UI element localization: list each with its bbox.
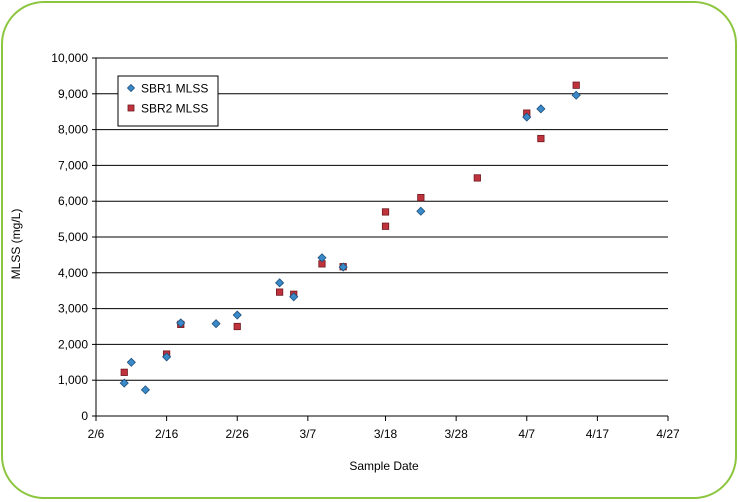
legend-sbr1-label: SBR1 MLSS (141, 82, 208, 96)
x-tick-label: 4/7 (518, 427, 535, 441)
sbr1-data-point (119, 378, 129, 388)
sbr1-data-point (275, 278, 285, 288)
y-tick-label: 1,000 (58, 373, 88, 387)
x-tick-label: 2/6 (88, 427, 105, 441)
sbr2-data-point (537, 134, 545, 143)
y-tick-label: 2,000 (58, 337, 88, 351)
y-tick-label: 6,000 (58, 194, 88, 208)
sbr2-data-point (417, 194, 425, 202)
y-tick-label: 10,000 (51, 51, 88, 65)
series-sbr1-mlss (119, 90, 581, 395)
y-tick-label: 7,000 (58, 158, 88, 172)
sbr2-data-point (120, 368, 128, 376)
legend-sbr2-label: SBR2 MLSS (141, 102, 208, 116)
sbr1-data-point (571, 90, 581, 100)
x-axis-ticks: 2/6 2/16 2/26 3/7 3/18 3/28 4/7 4/17 4/27 (88, 416, 680, 441)
sbr2-data-point (381, 208, 390, 216)
y-tick-label: 9,000 (58, 87, 88, 101)
sbr1-data-point (162, 352, 172, 362)
legend-sbr2-marker (127, 104, 135, 112)
gridlines (96, 57, 668, 381)
legend-box (117, 75, 219, 127)
legend: SBR1 MLSS SBR2 MLSS (117, 75, 219, 127)
sbr1-data-point (338, 262, 348, 272)
sbr2-data-point (572, 81, 580, 89)
sbr2-data-point (381, 222, 390, 230)
sbr1-data-point (536, 104, 546, 114)
y-tick-label: 8,000 (58, 123, 88, 137)
sbr1-data-point (126, 357, 136, 367)
plot-area: 0 1,000 2,000 3,000 4,000 5,000 6,000 7,000 8,00… (51, 51, 680, 441)
x-tick-label: 3/28 (444, 427, 468, 441)
y-tick-label: 5,000 (58, 230, 88, 244)
y-tick-label: 4,000 (58, 266, 88, 280)
sbr2-data-point (473, 174, 481, 182)
x-tick-label: 4/27 (656, 427, 680, 441)
sbr2-data-point (233, 322, 241, 331)
y-tick-label: 0 (81, 409, 88, 423)
sbr1-data-point (140, 385, 150, 395)
sbr1-data-point (289, 292, 299, 302)
y-tick-label: 3,000 (58, 302, 88, 316)
sbr2-data-point (276, 288, 284, 296)
sbr1-data-point (232, 310, 242, 320)
sbr1-data-point (317, 253, 327, 263)
x-axis-title: Sample Date (349, 459, 419, 473)
x-tick-label: 2/26 (226, 427, 250, 441)
x-tick-label: 2/16 (155, 427, 179, 441)
sbr1-data-point (416, 206, 426, 216)
x-tick-label: 4/17 (586, 427, 610, 441)
sbr1-data-point (211, 319, 221, 329)
legend-sbr1-marker (126, 83, 136, 93)
y-axis-ticks: 0 1,000 2,000 3,000 4,000 5,000 6,000 7,000 8,00… (51, 51, 96, 423)
sbr1-data-point (522, 112, 532, 122)
sbr1-data-point (176, 318, 186, 328)
y-axis-title: MLSS (mg/L) (9, 209, 23, 280)
x-tick-label: 3/18 (374, 427, 398, 441)
x-tick-label: 3/7 (300, 427, 317, 441)
